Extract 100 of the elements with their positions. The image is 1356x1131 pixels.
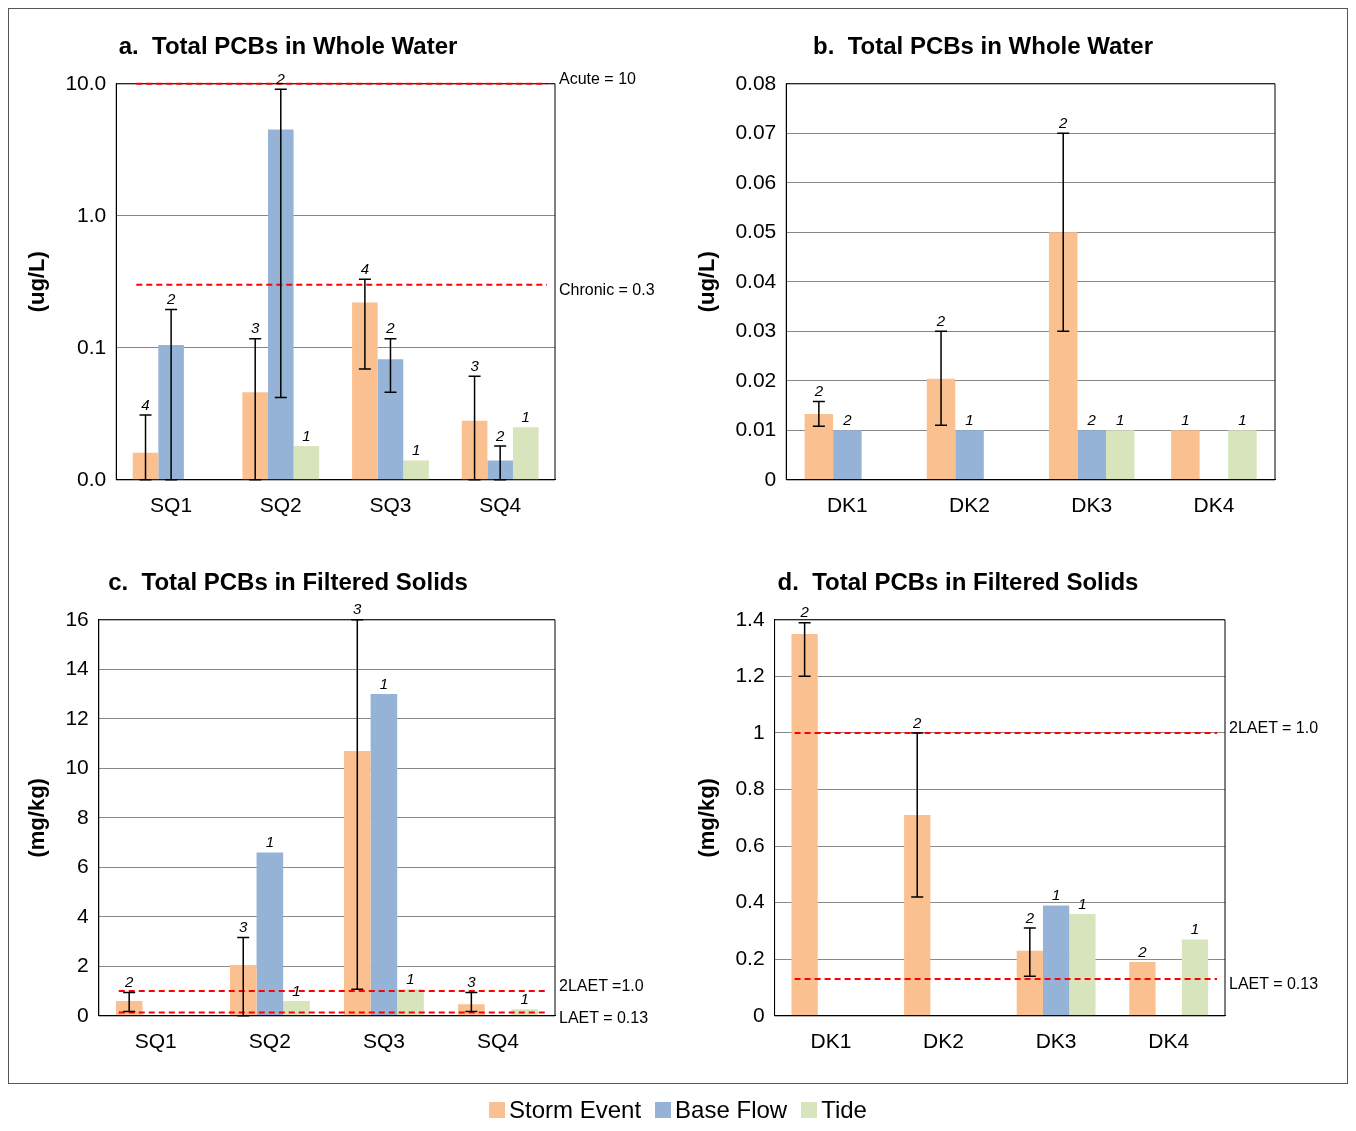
legend-label: Base Flow [675,1096,788,1124]
legend-label: Tide [821,1096,867,1124]
annotation: 1 [1190,920,1200,938]
y-tick-label: 14 [65,656,90,680]
annotation: 1 [302,426,311,444]
x-tick-label: SQ2 [248,1029,291,1053]
annotation: 1 [379,674,389,692]
annotation: 3 [239,918,249,936]
y-tick-label: 0.8 [735,776,765,800]
bar [1228,430,1257,480]
y-tick-label: 10 [65,755,89,779]
annotation: 2 [935,311,946,329]
bar [1077,430,1106,480]
annotation: 2 [912,713,923,731]
bar [833,430,862,480]
ref-line-label: Chronic = 0.3 [559,281,655,299]
chart-title: c. Total PCBs in Filtered Solids [108,568,468,596]
annotation: 3 [467,973,477,991]
ref-line-label: 2LAET = 1.0 [1229,719,1319,737]
bar [1171,430,1200,480]
y-tick-label: 16 [65,606,89,630]
y-tick-label: 0.03 [735,318,777,342]
annotation: 2 [165,290,176,308]
y-tick-label: 0.05 [735,219,777,243]
y-tick-label: 0 [752,1002,765,1026]
chart-title: b. Total PCBs in Whole Water [812,32,1154,60]
bar [1069,913,1096,1016]
y-tick-label: 0.2 [735,946,765,970]
annotation: 3 [251,319,261,337]
bar [1105,430,1135,480]
x-tick-label: DK3 [1071,493,1113,517]
x-tick-label: SQ1 [150,493,193,517]
annotation: 2 [799,603,810,621]
x-tick-label: SQ2 [259,493,302,517]
annotation: 1 [1116,410,1125,428]
x-tick-label: SQ4 [476,1029,520,1053]
annotation: 1 [265,833,275,851]
y-tick-label: 0.02 [735,367,777,391]
bar [904,814,931,1016]
x-tick-label: SQ3 [369,493,412,517]
bar [397,989,424,1016]
annotation: 1 [520,990,529,1008]
y-tick-label: 0.01 [735,417,777,441]
x-tick-label: SQ4 [479,493,522,517]
annotation: 2 [494,426,505,444]
bar [1016,950,1043,1016]
annotation: 1 [406,969,415,987]
y-tick-label: 0.1 [77,334,107,358]
annotation: 2 [124,973,134,991]
bar [370,694,398,1016]
annotation: 2 [1058,113,1069,131]
annotation: 2 [385,319,396,337]
y-tick-label: 0.0 [77,466,107,490]
y-axis-title: (ug/L) [694,251,720,313]
ref-line-label: Acute = 10 [559,70,637,88]
annotation: 1 [1238,410,1247,428]
x-tick-label: DK4 [1193,493,1235,517]
annotation: 1 [1078,894,1087,912]
text: 3 [353,600,363,618]
bar [256,852,284,1016]
annotation: 2 [275,69,286,87]
y-tick-label: 0 [764,466,777,490]
y-axis-title: (mg/kg) [24,778,50,858]
y-tick-label: 0 [77,1002,89,1026]
y-tick-label: 1.2 [735,663,765,687]
bar [1181,939,1209,1016]
x-tick-label: DK1 [810,1029,852,1053]
x-tick-label: SQ1 [134,1029,177,1053]
y-tick-label: 8 [77,804,89,828]
y-tick-label: 0.4 [735,889,765,913]
ref-line-label: LAET = 0.13 [559,1008,649,1026]
y-tick-label: 6 [77,854,89,878]
legend-label: Storm Event [509,1096,642,1124]
x-tick-label: DK4 [1148,1029,1190,1053]
y-tick-label: 0.6 [735,832,765,856]
y-axis-title: (mg/kg) [694,778,720,858]
annotation: 1 [411,441,421,459]
y-axis-title: (ug/L) [24,251,50,313]
x-tick-label: SQ3 [362,1029,405,1053]
y-tick-label: 12 [65,705,89,729]
bar [1048,232,1078,480]
annotation: 3 [470,356,480,374]
x-tick-label: DK2 [949,493,990,517]
bar [791,633,818,1016]
x-tick-label: DK3 [1035,1029,1077,1053]
bar [955,430,984,480]
ref-line-label: 2LAET =1.0 [559,977,644,995]
y-tick-label: 4 [77,903,90,927]
annotation: 1 [965,410,974,428]
bar [1129,962,1156,1016]
x-tick-label: DK1 [826,493,868,517]
chart-title: d. Total PCBs in Filtered Solids [777,568,1139,596]
annotation: 2 [1024,908,1035,926]
annotation: 2 [1086,410,1097,428]
annotation: 1 [521,407,530,425]
annotation: 1 [1181,410,1190,428]
annotation: 2 [1137,942,1148,960]
annotation: 1 [292,981,301,999]
y-tick-label: 0.07 [735,120,777,144]
annotation: 1 [1051,886,1061,904]
